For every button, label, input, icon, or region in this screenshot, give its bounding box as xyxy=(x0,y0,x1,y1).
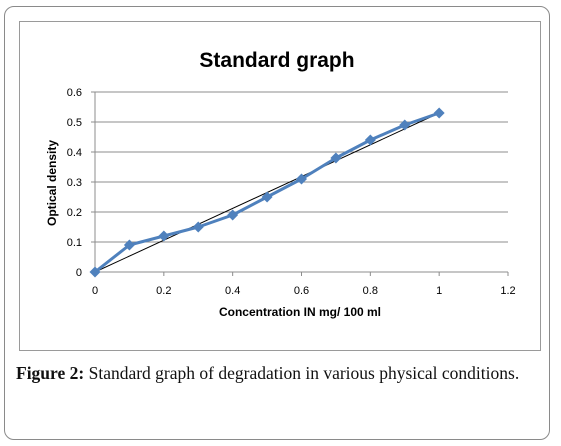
data-point xyxy=(296,173,307,185)
y-tick-label: 0.2 xyxy=(67,207,82,219)
x-tick-label: 0.6 xyxy=(294,285,309,297)
data-point xyxy=(227,209,239,221)
figure-caption: Figure 2: Standard graph of degradation … xyxy=(16,362,543,384)
data-point xyxy=(192,221,204,233)
data-point xyxy=(399,119,411,131)
data-point xyxy=(330,152,342,164)
x-tick-label: 0.8 xyxy=(363,285,378,297)
y-axis-label: Optical density xyxy=(45,140,59,226)
y-tick-label: 0.4 xyxy=(67,147,82,159)
standard-graph-chart: Standard graph 0 0.1 0.2 0.3 0.4 0.5 0.6 0 0.2 0.… xyxy=(45,49,516,319)
x-tick-label: 0.4 xyxy=(225,285,240,297)
chart-title: Standard graph xyxy=(199,49,354,72)
y-tick-label: 0.3 xyxy=(67,177,82,189)
figure-label: Figure 2: xyxy=(16,363,85,383)
data-point xyxy=(261,191,273,203)
x-tick-label: 0.2 xyxy=(156,285,171,297)
x-tick-label: 1 xyxy=(436,285,442,297)
data-point xyxy=(123,239,135,251)
data-point xyxy=(364,134,376,146)
data-point xyxy=(433,107,445,119)
y-tick-label: 0 xyxy=(76,267,82,279)
figure-caption-text: Standard graph of degradation in various… xyxy=(88,363,520,383)
data-point xyxy=(158,230,170,242)
x-tick-label: 1.2 xyxy=(500,285,515,297)
x-axis-label: Concentration IN mg/ 100 ml xyxy=(219,305,381,319)
data-point xyxy=(89,266,101,278)
y-tick-label: 0.6 xyxy=(67,87,82,99)
x-tick-label: 0 xyxy=(92,285,98,297)
y-tick-label: 0.5 xyxy=(67,117,82,129)
y-tick-label: 0.1 xyxy=(67,237,82,249)
